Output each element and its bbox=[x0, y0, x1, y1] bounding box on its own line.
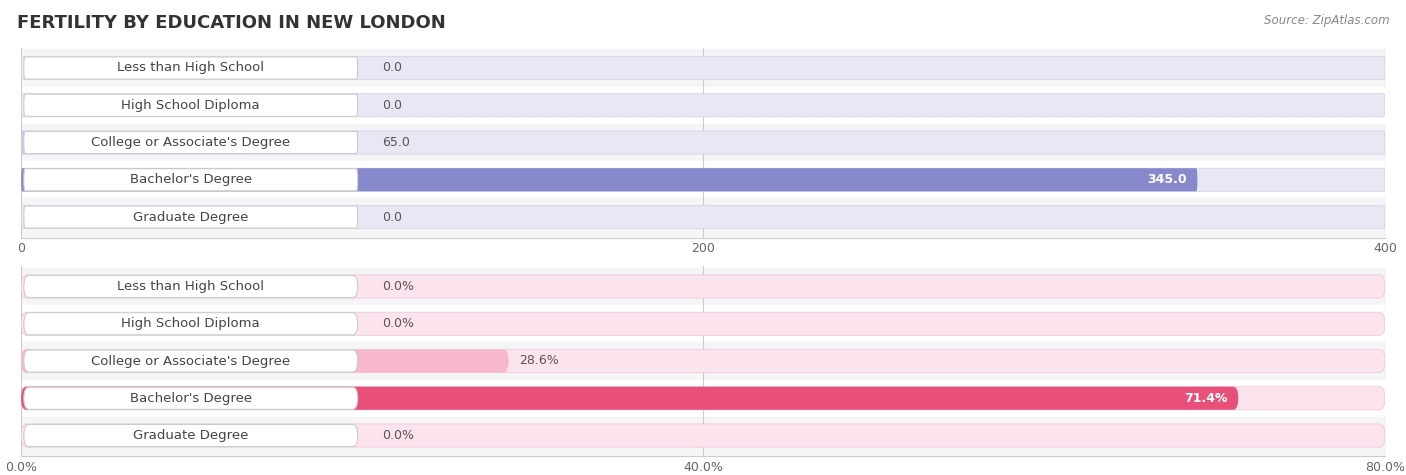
FancyBboxPatch shape bbox=[24, 425, 357, 446]
FancyBboxPatch shape bbox=[21, 131, 1385, 154]
FancyBboxPatch shape bbox=[24, 276, 357, 297]
FancyBboxPatch shape bbox=[24, 57, 357, 79]
FancyBboxPatch shape bbox=[24, 169, 357, 191]
Text: High School Diploma: High School Diploma bbox=[121, 317, 260, 330]
Text: 0.0%: 0.0% bbox=[382, 317, 415, 330]
Text: Graduate Degree: Graduate Degree bbox=[134, 429, 249, 442]
Text: Less than High School: Less than High School bbox=[117, 61, 264, 75]
FancyBboxPatch shape bbox=[21, 387, 1385, 410]
FancyBboxPatch shape bbox=[21, 94, 1385, 117]
Text: High School Diploma: High School Diploma bbox=[121, 99, 260, 112]
Text: 65.0: 65.0 bbox=[382, 136, 411, 149]
FancyBboxPatch shape bbox=[21, 350, 509, 372]
FancyBboxPatch shape bbox=[24, 387, 357, 409]
Text: College or Associate's Degree: College or Associate's Degree bbox=[91, 136, 290, 149]
FancyBboxPatch shape bbox=[21, 350, 1385, 372]
Text: 28.6%: 28.6% bbox=[520, 354, 560, 368]
Text: 0.0: 0.0 bbox=[382, 61, 402, 75]
Text: 71.4%: 71.4% bbox=[1184, 392, 1227, 405]
Text: 345.0: 345.0 bbox=[1147, 173, 1187, 186]
Text: 0.0: 0.0 bbox=[382, 99, 402, 112]
FancyBboxPatch shape bbox=[21, 275, 1385, 298]
FancyBboxPatch shape bbox=[24, 350, 357, 372]
FancyBboxPatch shape bbox=[21, 424, 1385, 447]
Text: 0.0%: 0.0% bbox=[382, 429, 415, 442]
FancyBboxPatch shape bbox=[24, 132, 357, 153]
FancyBboxPatch shape bbox=[21, 206, 1385, 228]
Text: FERTILITY BY EDUCATION IN NEW LONDON: FERTILITY BY EDUCATION IN NEW LONDON bbox=[17, 14, 446, 32]
FancyBboxPatch shape bbox=[24, 94, 357, 116]
FancyBboxPatch shape bbox=[21, 168, 1198, 191]
Text: 0.0%: 0.0% bbox=[382, 280, 415, 293]
FancyBboxPatch shape bbox=[21, 57, 1385, 79]
Text: Graduate Degree: Graduate Degree bbox=[134, 210, 249, 224]
FancyBboxPatch shape bbox=[21, 168, 1385, 191]
Text: Source: ZipAtlas.com: Source: ZipAtlas.com bbox=[1264, 14, 1389, 27]
FancyBboxPatch shape bbox=[21, 312, 1385, 335]
Text: 0.0: 0.0 bbox=[382, 210, 402, 224]
Text: Less than High School: Less than High School bbox=[117, 280, 264, 293]
Text: College or Associate's Degree: College or Associate's Degree bbox=[91, 354, 290, 368]
Text: Bachelor's Degree: Bachelor's Degree bbox=[129, 173, 252, 186]
FancyBboxPatch shape bbox=[24, 313, 357, 335]
Text: Bachelor's Degree: Bachelor's Degree bbox=[129, 392, 252, 405]
FancyBboxPatch shape bbox=[24, 206, 357, 228]
FancyBboxPatch shape bbox=[21, 387, 1239, 410]
FancyBboxPatch shape bbox=[21, 131, 243, 154]
